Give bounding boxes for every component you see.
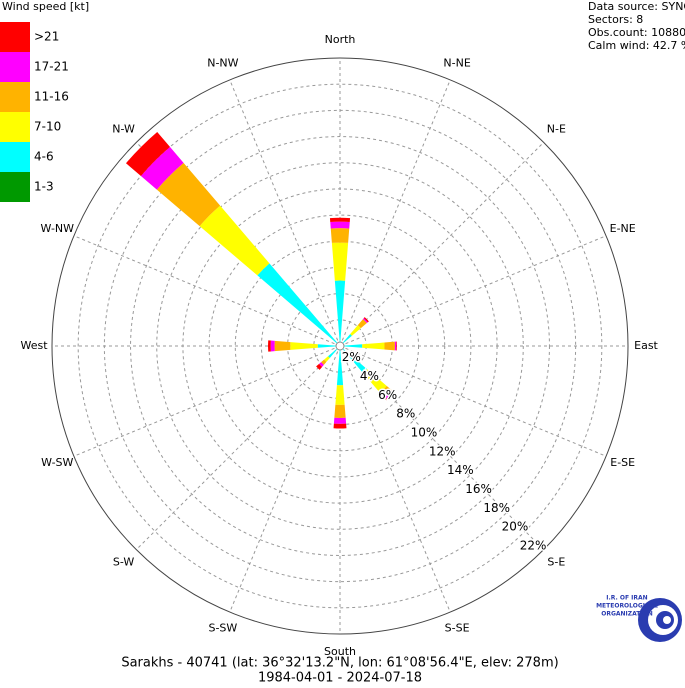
wind-sector [330, 222, 350, 229]
direction-label: W-NW [41, 222, 75, 235]
legend-swatch [0, 22, 30, 52]
ring-label: 4% [360, 369, 379, 383]
direction-label: S-E [547, 555, 565, 568]
calm-circle [336, 342, 344, 350]
ring-label: 22% [520, 538, 547, 552]
wind-sector [334, 424, 347, 429]
wind-sector [395, 342, 396, 351]
info-text: Data source: SYNOP [588, 0, 685, 13]
direction-label: S-SW [208, 622, 237, 635]
ring-label: 6% [378, 388, 397, 402]
legend-title: Wind speed [kt] [2, 0, 89, 13]
wind-sector [384, 342, 395, 351]
legend-label: 4-6 [34, 150, 54, 164]
direction-label: N-NW [207, 56, 238, 69]
direction-label: S-SE [445, 622, 470, 635]
logo-text: METEOROLOGICAL [596, 603, 658, 610]
ring-label: 2% [342, 350, 361, 364]
wind-sector [334, 405, 345, 418]
legend-swatch [0, 142, 30, 172]
direction-label: S-W [113, 555, 135, 568]
direction-label: E-NE [610, 222, 636, 235]
legend-label: 7-10 [34, 120, 61, 134]
legend-label: 1-3 [34, 180, 54, 194]
legend-swatch [0, 82, 30, 112]
direction-label: East [634, 339, 658, 352]
ring-label: 20% [502, 520, 529, 534]
wind-sector [330, 218, 350, 222]
logo-text: I.R. OF IRAN [606, 595, 647, 602]
wind-sector [335, 385, 344, 405]
caption: 1984-04-01 - 2024-07-18 [258, 671, 422, 685]
wind-sector [331, 228, 349, 243]
legend-swatch [0, 172, 30, 202]
ring-label: 12% [429, 444, 456, 458]
info-text: Calm wind: 42.7 % [588, 39, 685, 52]
legend-swatch [0, 52, 30, 82]
legend-label: >21 [34, 30, 59, 44]
caption: Sarakhs - 40741 (lat: 36°32'13.2"N, lon:… [121, 656, 558, 671]
direction-label: North [325, 33, 356, 46]
legend-swatch [0, 112, 30, 142]
ring-label: 14% [447, 463, 474, 477]
direction-label: N-W [112, 123, 135, 136]
direction-label: N-NE [443, 56, 470, 69]
logo-text: ORGANIZATION [601, 611, 653, 618]
ring-label: 8% [396, 407, 415, 421]
wind-sector [271, 341, 275, 352]
direction-label: W-SW [41, 456, 73, 469]
ring-label: 18% [483, 501, 510, 515]
info-text: Obs.count: 108806 [588, 26, 685, 39]
direction-label: E-SE [610, 456, 635, 469]
legend-label: 11-16 [34, 90, 69, 104]
info-text: Sectors: 8 [588, 13, 643, 26]
wind-sector [275, 341, 291, 351]
ring-label: 10% [411, 425, 438, 439]
ring-label: 16% [465, 482, 492, 496]
direction-label: N-E [547, 123, 566, 136]
wind-sector [268, 340, 271, 351]
direction-label: West [20, 339, 48, 352]
legend-label: 17-21 [34, 60, 69, 74]
logo-emblem [663, 616, 671, 624]
wind-sector [334, 418, 346, 424]
